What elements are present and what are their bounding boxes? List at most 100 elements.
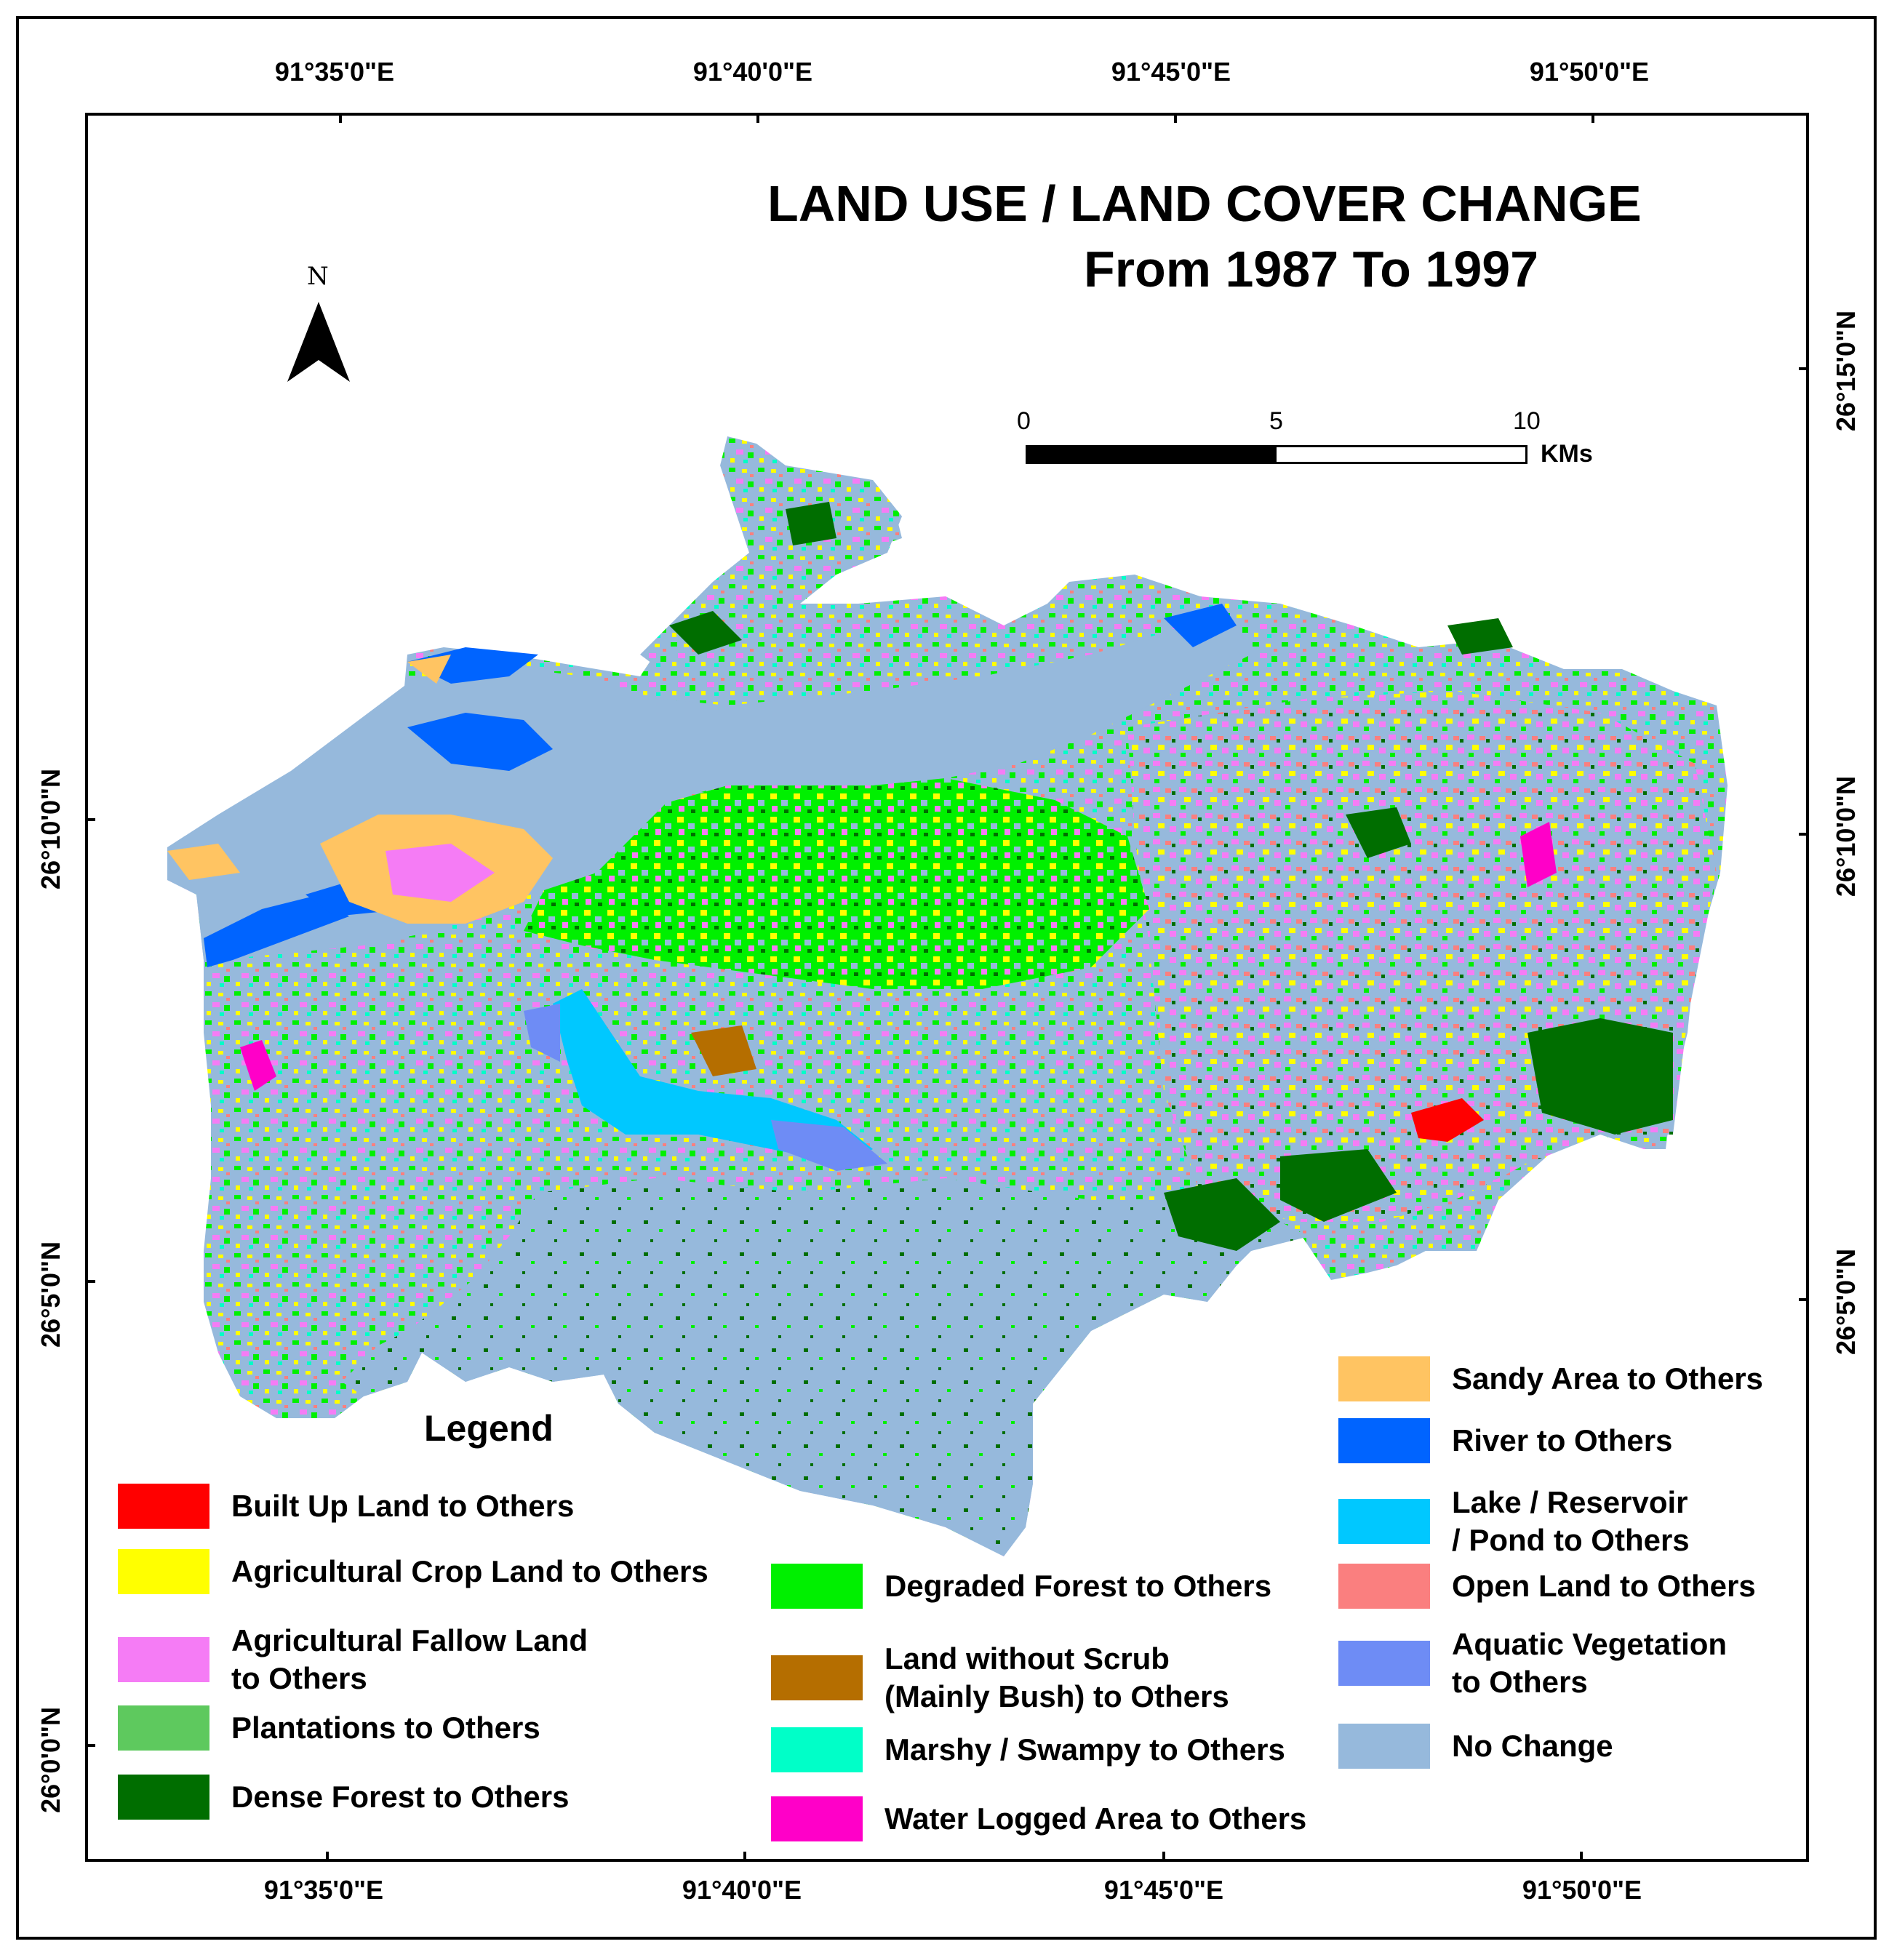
tick-right-2 [1799,833,1809,836]
legend-item: Sandy Area to Others [1338,1356,1763,1401]
legend-label-line: River to Others [1452,1423,1673,1457]
legend-swatch [771,1655,863,1700]
coord-bottom-2: 91°40'0"E [682,1875,802,1905]
legend-item: Dense Forest to Others [118,1775,569,1820]
north-arrow-label: N [307,262,329,291]
legend-label-line: / Pond to Others [1452,1523,1690,1557]
legend-item: Agricultural Crop Land to Others [118,1549,708,1594]
legend-label: Built Up Land to Others [231,1487,574,1525]
coord-top-4: 91°50'0"E [1529,57,1650,87]
legend-item: Lake / Reservoir / Pond to Others [1338,1484,1690,1559]
coord-bottom-1: 91°35'0"E [263,1875,384,1905]
legend-label: Lake / Reservoir / Pond to Others [1452,1484,1690,1559]
legend-label: Land without Scrub (Mainly Bush) to Other… [884,1640,1229,1716]
scale-bar-units: KMs [1541,440,1593,468]
legend-label: Open Land to Others [1452,1567,1756,1605]
legend-label-line: No Change [1452,1729,1613,1763]
dense-forest-south-2 [1280,1149,1397,1222]
agri-fallow-island [386,844,495,902]
water-logged-patch-2 [1520,822,1557,887]
legend-item: Aquatic Vegetation to Others [1338,1625,1727,1701]
legend-swatch [1338,1724,1430,1769]
tick-bottom-3 [1162,1852,1165,1862]
tick-right-1 [1799,367,1809,370]
sandy-patch-west [167,844,240,880]
legend-label: Degraded Forest to Others [884,1567,1271,1605]
legend-label: Agricultural Crop Land to Others [231,1553,708,1591]
south-no-change-area [342,1178,1309,1556]
legend-item: Built Up Land to Others [118,1484,574,1529]
legend-swatch [118,1775,209,1820]
legend-label: River to Others [1452,1422,1672,1460]
tick-left-2 [85,1280,95,1283]
legend-label-line: (Mainly Bush) to Others [884,1679,1229,1713]
legend-label-line: Agricultural Crop Land to Others [231,1554,708,1588]
scale-bar [1026,445,1527,464]
scale-bar-label-0: 0 [1017,407,1031,435]
tick-top-3 [1174,113,1177,123]
legend-swatch [118,1484,209,1529]
tick-top-2 [756,113,759,123]
land-without-scrub-patch [691,1025,756,1076]
legend-label-line: Lake / Reservoir [1452,1485,1688,1519]
central-green-band [524,771,1149,989]
legend-label: Aquatic Vegetation to Others [1452,1625,1727,1701]
map-subtitle: From 1987 To 1997 [1084,241,1539,297]
legend-swatch [1338,1418,1430,1463]
coord-bottom-4: 91°50'0"E [1522,1875,1642,1905]
legend-label-line: Plantations to Others [231,1711,540,1745]
tick-bottom-1 [326,1852,329,1862]
legend-item: Water Logged Area to Others [771,1796,1306,1841]
legend-swatch [1338,1641,1430,1686]
legend-item: Land without Scrub (Mainly Bush) to Other… [771,1640,1229,1716]
tick-left-1 [85,818,95,821]
legend-swatch [118,1705,209,1751]
legend-item: No Change [1338,1724,1613,1769]
river-patch-west [204,895,349,967]
scale-bar-label-10: 10 [1513,407,1541,435]
legend-label-line: Degraded Forest to Others [884,1569,1272,1603]
dense-forest-east [1527,1018,1673,1135]
aquatic-vegetation-patch [771,1120,887,1171]
coord-top-1: 91°35'0"E [274,57,395,87]
tick-left-3 [85,1744,95,1747]
water-logged-patch [240,1040,276,1091]
legend-label: Sandy Area to Others [1452,1360,1763,1398]
legend-label: Dense Forest to Others [231,1778,569,1816]
outer-border [16,16,1877,1940]
coord-top-2: 91°40'0"E [692,57,813,87]
legend-label-line: Built Up Land to Others [231,1489,575,1523]
legend-label: Marshy / Swampy to Others [884,1731,1285,1769]
river-patch-centre [407,713,553,771]
legend-item: Agricultural Fallow Land to Others [118,1622,588,1697]
legend-swatch [118,1637,209,1682]
legend-label-line: Agricultural Fallow Land [231,1623,588,1657]
legend-item: Open Land to Others [1338,1564,1756,1609]
legend-label-line: to Others [231,1661,367,1695]
tick-top-4 [1592,113,1594,123]
coord-bottom-3: 91°45'0"E [1103,1875,1224,1905]
legend-label-line: Marshy / Swampy to Others [884,1732,1285,1767]
legend-title: Legend [424,1408,554,1449]
legend-label-line: Sandy Area to Others [1452,1361,1763,1396]
sandy-patch-north [407,655,451,684]
river-patch-east [1164,604,1237,647]
legend-label-line: Land without Scrub [884,1641,1170,1676]
legend-item: Marshy / Swampy to Others [771,1727,1285,1772]
legend-swatch [118,1549,209,1594]
legend-item: Degraded Forest to Others [771,1564,1271,1609]
dense-forest-east-2 [1346,807,1411,858]
north-arm-forest-2 [786,502,836,545]
legend-swatch [771,1796,863,1841]
legend-label: Water Logged Area to Others [884,1800,1306,1838]
legend-item: River to Others [1338,1418,1672,1463]
legend-label: Agricultural Fallow Land to Others [231,1622,588,1697]
legend-label-line: Water Logged Area to Others [884,1801,1307,1836]
legend-label: No Change [1452,1727,1613,1765]
scale-bar-label-5: 5 [1269,407,1283,435]
lake-deepor [553,989,873,1164]
tick-bottom-2 [743,1852,746,1862]
legend-swatch [1338,1564,1430,1609]
legend-label: Plantations to Others [231,1709,540,1747]
